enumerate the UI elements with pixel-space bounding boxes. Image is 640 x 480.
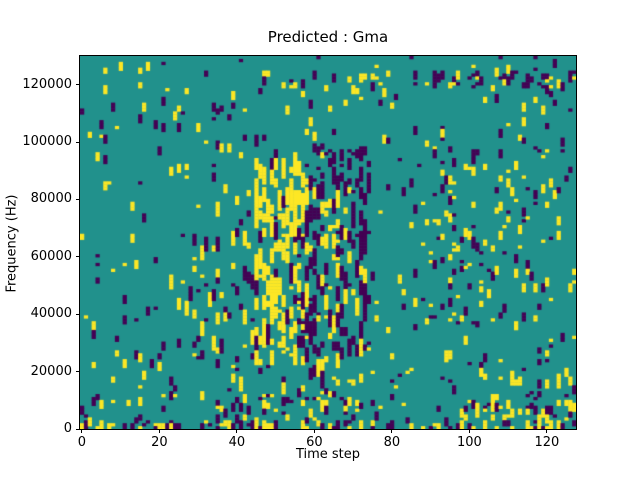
heatmap-canvas <box>80 56 576 429</box>
x-tick-mark <box>313 429 315 433</box>
x-tick-mark <box>391 429 393 433</box>
x-axis-label: Time step <box>295 447 361 462</box>
y-tick-mark <box>76 428 80 430</box>
y-tick-mark <box>76 198 80 200</box>
y-tick-label: 40000 <box>30 306 72 322</box>
x-tick-label: 100 <box>457 435 482 450</box>
x-tick-label: 60 <box>306 435 323 450</box>
x-tick-label: 40 <box>228 435 246 450</box>
y-tick-label: 120000 <box>22 76 72 92</box>
y-tick-mark <box>76 371 80 373</box>
y-tick-mark <box>76 313 80 315</box>
x-tick-mark <box>546 429 548 433</box>
x-tick-label: 80 <box>383 435 401 450</box>
y-tick-label: 80000 <box>30 191 72 207</box>
axes-area <box>79 55 577 430</box>
x-tick-mark <box>236 429 238 433</box>
x-tick-mark <box>81 429 83 433</box>
y-tick-label: 100000 <box>22 134 72 150</box>
x-tick-label: 20 <box>151 435 168 450</box>
x-tick-label: 0 <box>77 435 87 450</box>
y-tick-label: 60000 <box>30 248 72 264</box>
x-tick-mark <box>158 429 160 433</box>
y-tick-mark <box>76 141 80 143</box>
x-tick-label: 120 <box>534 435 560 450</box>
x-tick-mark <box>468 429 470 433</box>
y-tick-mark <box>76 256 80 258</box>
y-tick-label: 20000 <box>30 363 72 379</box>
y-tick-mark <box>76 84 80 86</box>
chart-title: Predicted : Gma <box>267 28 389 46</box>
y-tick-label: 0 <box>63 421 72 436</box>
